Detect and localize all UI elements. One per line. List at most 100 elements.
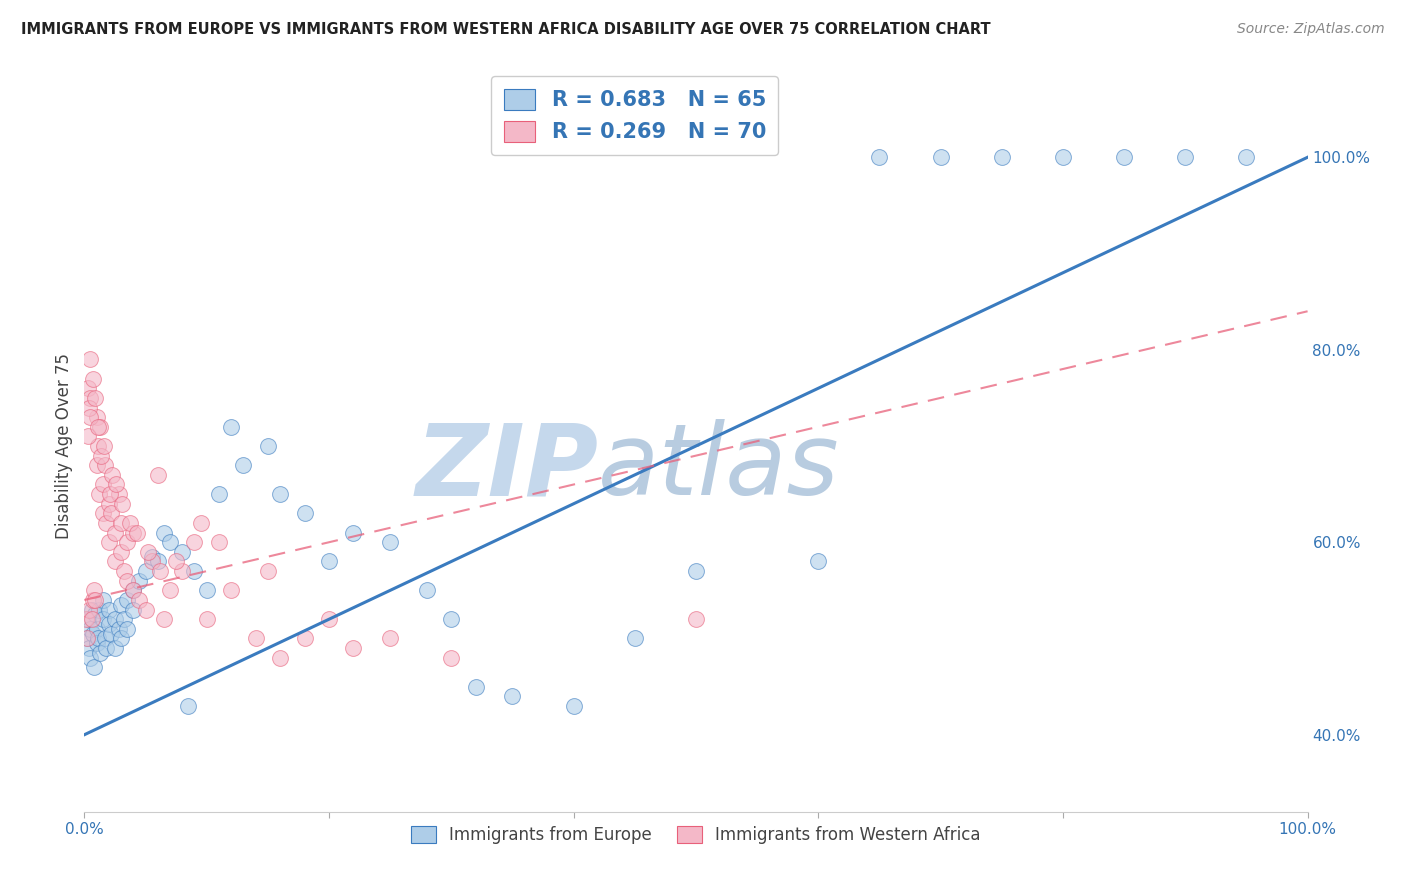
Point [94, 632, 117, 646]
Point [208, 535, 231, 549]
Point [380, 535, 402, 549]
Point [77, 429, 100, 443]
Point [111, 497, 134, 511]
Point [82, 593, 104, 607]
Point [110, 598, 132, 612]
Point [77, 602, 100, 616]
Point [83, 660, 105, 674]
Point [79, 391, 101, 405]
Point [464, 680, 486, 694]
Point [183, 535, 205, 549]
Point [110, 545, 132, 559]
Point [183, 564, 205, 578]
Point [107, 622, 129, 636]
Point [269, 650, 291, 665]
Point [84, 391, 107, 405]
Point [91, 507, 114, 521]
Point [87, 419, 110, 434]
Point [80, 602, 103, 616]
Point [87, 487, 110, 501]
Point [87, 602, 110, 616]
Point [172, 545, 194, 559]
Point [87, 439, 110, 453]
Point [105, 477, 128, 491]
Point [115, 622, 138, 636]
Text: Source: ZipAtlas.com: Source: ZipAtlas.com [1237, 22, 1385, 37]
Point [115, 535, 138, 549]
Point [76, 632, 98, 646]
Point [125, 525, 148, 540]
Point [195, 612, 218, 626]
Text: ZIP: ZIP [415, 419, 598, 516]
Point [104, 612, 127, 626]
Point [146, 554, 169, 568]
Point [94, 458, 117, 473]
Point [104, 641, 127, 656]
Point [82, 371, 104, 385]
Point [122, 583, 145, 598]
Point [107, 487, 129, 501]
Point [1174, 150, 1197, 164]
Point [416, 583, 439, 598]
Point [96, 641, 118, 656]
Text: IMMIGRANTS FROM EUROPE VS IMMIGRANTS FROM WESTERN AFRICA DISABILITY AGE OVER 75 : IMMIGRANTS FROM EUROPE VS IMMIGRANTS FRO… [21, 22, 991, 37]
Point [440, 650, 463, 665]
Point [91, 477, 114, 491]
Point [159, 535, 181, 549]
Point [172, 564, 194, 578]
Point [84, 607, 107, 622]
Point [97, 602, 120, 616]
Point [149, 564, 172, 578]
Point [84, 593, 107, 607]
Point [318, 554, 340, 568]
Point [991, 150, 1014, 164]
Point [115, 574, 138, 588]
Point [562, 698, 585, 713]
Point [502, 690, 524, 704]
Point [79, 352, 101, 367]
Point [91, 593, 114, 607]
Point [135, 602, 157, 616]
Point [86, 636, 108, 650]
Point [101, 467, 124, 482]
Point [93, 439, 115, 453]
Point [112, 564, 135, 578]
Point [86, 410, 108, 425]
Point [104, 554, 127, 568]
Point [98, 487, 121, 501]
Point [122, 602, 145, 616]
Point [118, 516, 141, 530]
Point [77, 641, 100, 656]
Point [190, 516, 212, 530]
Point [342, 641, 364, 656]
Point [257, 439, 280, 453]
Point [195, 583, 218, 598]
Point [929, 150, 952, 164]
Point [91, 612, 114, 626]
Point [110, 632, 132, 646]
Point [245, 632, 267, 646]
Point [89, 646, 111, 660]
Point [90, 449, 112, 463]
Point [87, 632, 110, 646]
Point [79, 650, 101, 665]
Point [153, 525, 176, 540]
Point [89, 419, 111, 434]
Point [83, 583, 105, 598]
Text: atlas: atlas [598, 419, 839, 516]
Point [80, 612, 103, 626]
Point [232, 458, 254, 473]
Point [96, 516, 118, 530]
Point [97, 617, 120, 632]
Point [219, 419, 242, 434]
Point [177, 698, 200, 713]
Point [159, 583, 181, 598]
Point [82, 626, 104, 640]
Point [77, 381, 100, 395]
Point [318, 612, 340, 626]
Point [1236, 150, 1258, 164]
Point [807, 554, 830, 568]
Point [141, 554, 163, 568]
Point [86, 458, 108, 473]
Point [104, 525, 127, 540]
